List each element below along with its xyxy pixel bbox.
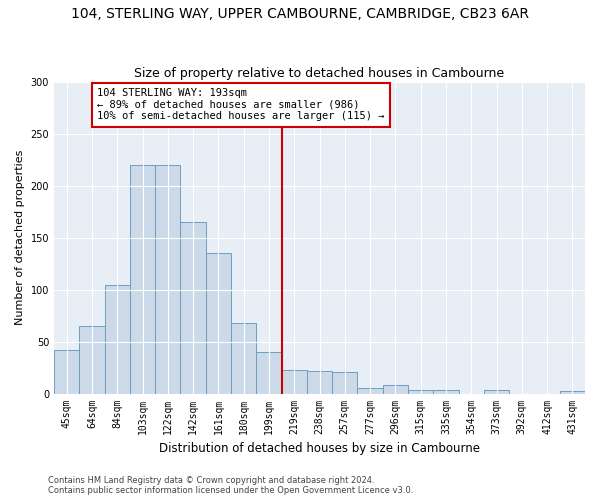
- Y-axis label: Number of detached properties: Number of detached properties: [15, 150, 25, 326]
- Text: 104, STERLING WAY, UPPER CAMBOURNE, CAMBRIDGE, CB23 6AR: 104, STERLING WAY, UPPER CAMBOURNE, CAMB…: [71, 8, 529, 22]
- Text: 104 STERLING WAY: 193sqm
← 89% of detached houses are smaller (986)
10% of semi-: 104 STERLING WAY: 193sqm ← 89% of detach…: [97, 88, 385, 122]
- Bar: [256, 352, 281, 394]
- Bar: [560, 392, 585, 394]
- Title: Size of property relative to detached houses in Cambourne: Size of property relative to detached ho…: [134, 66, 505, 80]
- Bar: [433, 390, 458, 394]
- Bar: [358, 388, 383, 394]
- Bar: [408, 390, 433, 394]
- Bar: [281, 370, 307, 394]
- Bar: [206, 254, 231, 394]
- X-axis label: Distribution of detached houses by size in Cambourne: Distribution of detached houses by size …: [159, 442, 480, 455]
- Bar: [54, 350, 79, 394]
- Bar: [104, 284, 130, 394]
- Text: Contains HM Land Registry data © Crown copyright and database right 2024.
Contai: Contains HM Land Registry data © Crown c…: [48, 476, 413, 495]
- Bar: [231, 323, 256, 394]
- Bar: [484, 390, 509, 394]
- Bar: [130, 165, 155, 394]
- Bar: [383, 385, 408, 394]
- Bar: [307, 370, 332, 394]
- Bar: [155, 165, 181, 394]
- Bar: [181, 222, 206, 394]
- Bar: [332, 372, 358, 394]
- Bar: [79, 326, 104, 394]
